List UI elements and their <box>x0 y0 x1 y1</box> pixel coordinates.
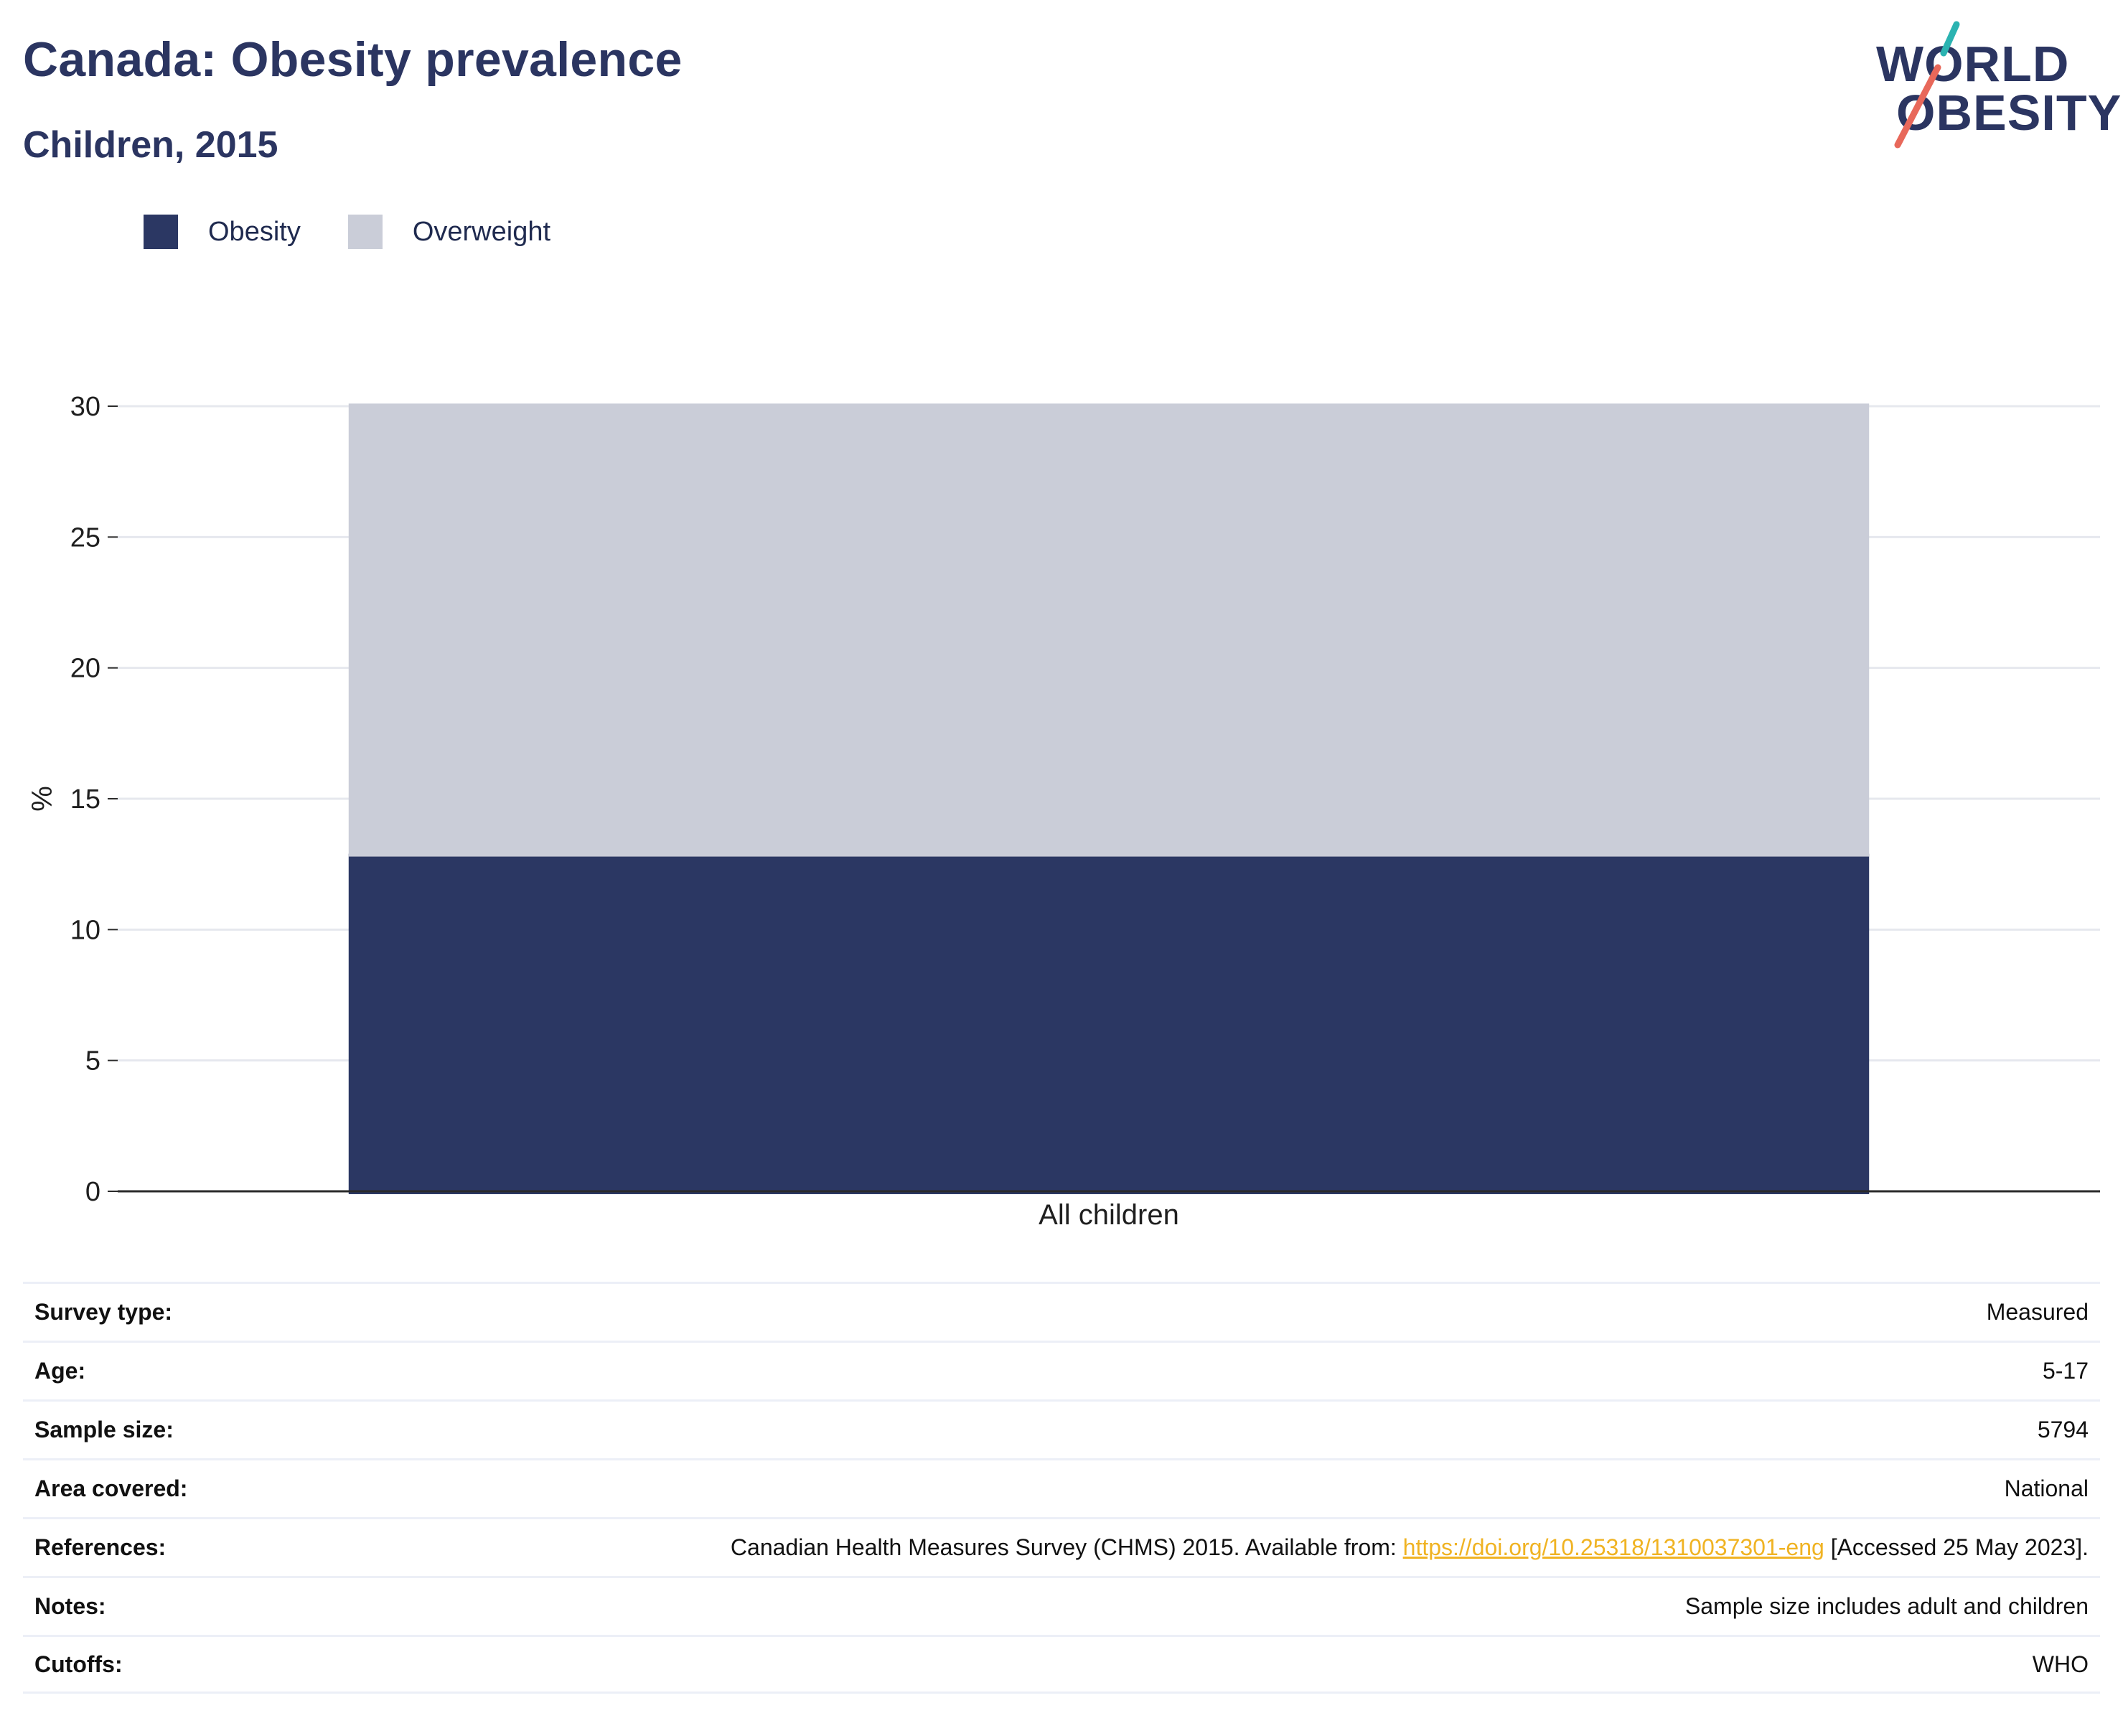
y-tick-label: 30 <box>70 392 100 422</box>
info-row-references: References: Canadian Health Measures Sur… <box>23 1517 2100 1576</box>
info-row-notes: Notes: Sample size includes adult and ch… <box>23 1576 2100 1635</box>
y-tick-label: 25 <box>70 522 100 553</box>
legend-item-overweight[interactable]: Overweight <box>347 215 551 249</box>
info-key: Area covered: <box>34 1475 188 1501</box>
info-key: Notes: <box>34 1593 106 1619</box>
info-row-area-covered: Area covered: National <box>23 1458 2100 1517</box>
legend-label-obesity: Obesity <box>208 216 301 247</box>
chart-title: Canada: Obesity prevalence <box>23 32 683 87</box>
info-key: References: <box>34 1534 167 1560</box>
reference-accessed-text: [Accessed 25 May 2023]. <box>1824 1534 2089 1560</box>
legend-swatch-obesity <box>144 215 178 249</box>
stacked-bar-chart: 0 5 10 15 20 25 30% All children <box>27 392 2100 1231</box>
info-value: WHO <box>2032 1651 2089 1677</box>
info-key: Survey type: <box>34 1299 173 1325</box>
info-row-survey-type: Survey type: Measured <box>23 1282 2100 1341</box>
legend-label-overweight: Overweight <box>412 216 551 247</box>
logo-slash-icon <box>1894 21 1960 149</box>
info-value: 5-17 <box>2042 1358 2089 1384</box>
info-value: National <box>2004 1475 2089 1501</box>
y-tick-label: 5 <box>85 1046 100 1076</box>
y-axis-label: % <box>27 786 58 812</box>
y-tick-label: 15 <box>70 784 100 815</box>
info-key: Age: <box>34 1358 86 1384</box>
logo-line-1: WORLD <box>1876 36 2070 92</box>
info-key: Cutoffs: <box>34 1651 123 1677</box>
info-key: Sample size: <box>34 1417 174 1442</box>
y-tick-label: 10 <box>70 915 100 945</box>
info-value: Measured <box>1986 1299 2089 1325</box>
reference-text: Canadian Health Measures Survey (CHMS) 2… <box>730 1534 1403 1560</box>
info-row-age: Age: 5-17 <box>23 1341 2100 1399</box>
world-obesity-logo: WORLD OBESITY <box>1866 17 2121 154</box>
info-value: Sample size includes adult and children <box>1684 1593 2089 1619</box>
legend-swatch-overweight <box>347 215 383 249</box>
info-value: 5794 <box>2037 1417 2089 1442</box>
y-tick-label: 0 <box>85 1177 100 1207</box>
survey-info-table: Survey type: Measured Age: 5-17 Sample s… <box>23 1282 2100 1694</box>
x-category-label: All children <box>1039 1199 1179 1231</box>
bar-overweight-segment <box>348 403 1870 857</box>
legend-item-obesity[interactable]: Obesity <box>144 215 301 249</box>
info-row-cutoffs: Cutoffs: WHO <box>23 1635 2100 1694</box>
y-tick-label: 20 <box>70 654 100 684</box>
info-row-sample-size: Sample size: 5794 <box>23 1399 2100 1458</box>
reference-link[interactable]: https://doi.org/10.25318/1310037301-eng <box>1402 1534 1824 1560</box>
logo-line-2: OBESITY <box>1896 85 2122 141</box>
bar-obesity-segment <box>348 853 1870 1194</box>
info-value-reference: Canadian Health Measures Survey (CHMS) 2… <box>731 1534 2089 1561</box>
chart-legend: Obesity Overweight <box>144 214 598 250</box>
chart-subtitle: Children, 2015 <box>23 124 278 166</box>
